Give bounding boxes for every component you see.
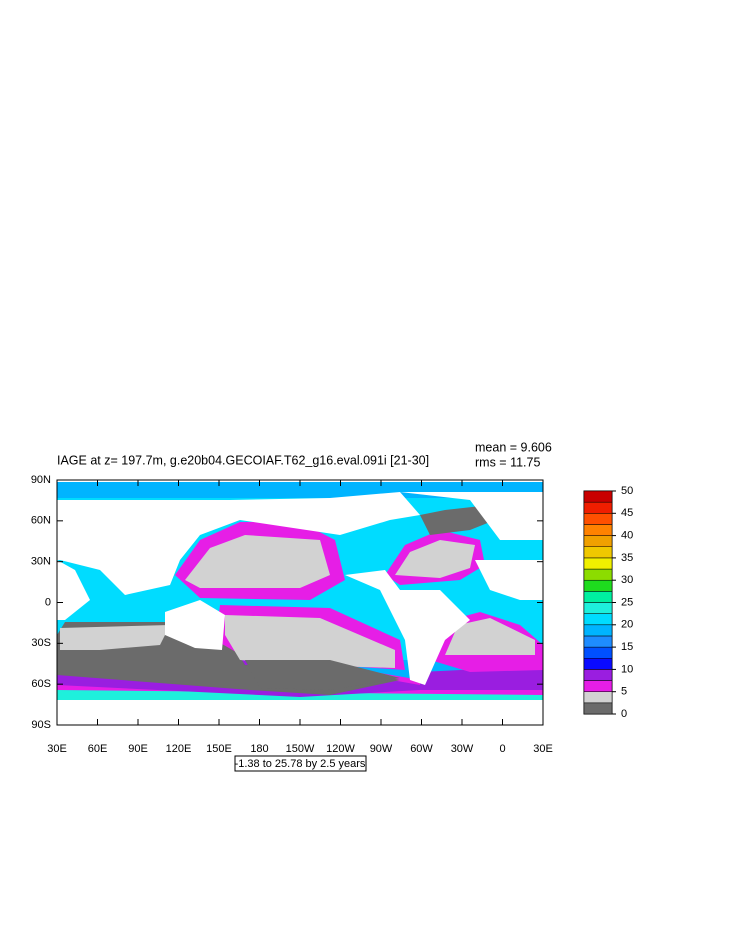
info-box xyxy=(234,755,367,772)
colorbar-box xyxy=(583,513,613,525)
x-tick-label: 60W xyxy=(410,743,433,755)
colorbar-box xyxy=(583,646,613,659)
satl-gyre xyxy=(445,618,535,655)
natl-gyre xyxy=(395,540,475,578)
colorbar-box xyxy=(583,669,613,681)
x-tick-label: 120W xyxy=(326,743,355,755)
colorbar-box xyxy=(583,579,613,592)
npac-gyre xyxy=(185,535,330,588)
colorbar-label: 40 xyxy=(621,530,633,542)
land-europe xyxy=(400,492,543,540)
colorbar-box xyxy=(583,501,613,514)
colorbar-label: 20 xyxy=(621,619,633,631)
colorbar-label: 10 xyxy=(621,663,633,675)
colorbar-box xyxy=(583,702,613,715)
x-tick-label: 60E xyxy=(88,743,108,755)
colorbar-box xyxy=(583,535,613,547)
land-africa-e xyxy=(57,560,90,620)
x-tick-label: 90W xyxy=(370,743,393,755)
colorbar-box xyxy=(583,557,613,570)
x-tick-label: 120E xyxy=(166,743,192,755)
colorbar-label: 5 xyxy=(621,686,627,698)
y-tick-label: 60S xyxy=(31,678,51,690)
colorbar-label: 0 xyxy=(621,708,627,720)
x-tick-label: 30E xyxy=(47,743,67,755)
y-tick-label: 30S xyxy=(31,637,51,649)
y-tick-label: 0 xyxy=(45,596,51,608)
land-africa-n xyxy=(475,560,543,600)
colorbar-box xyxy=(583,490,613,503)
colorbar-box xyxy=(583,691,613,704)
colorbar-box xyxy=(583,524,613,536)
y-tick-label: 30N xyxy=(31,556,51,568)
colorbar-box xyxy=(583,613,613,626)
colorbar-box xyxy=(583,635,613,648)
colorbar-box xyxy=(583,568,613,581)
spac-gyre xyxy=(225,615,395,668)
land-north xyxy=(57,492,420,595)
colorbar-label: 25 xyxy=(621,596,633,608)
colorbar-box xyxy=(583,624,613,637)
y-tick-label: 60N xyxy=(31,515,51,527)
colorbar-box xyxy=(583,680,613,692)
colorbar-box xyxy=(583,658,613,670)
land-americas xyxy=(345,570,470,685)
colorbar-box xyxy=(583,602,613,614)
colorbar-label: 15 xyxy=(621,641,633,653)
x-tick-label: 30E xyxy=(533,743,553,755)
rms-label: rms = 11.75 xyxy=(475,455,540,469)
y-tick-label: 90N xyxy=(31,474,51,486)
map-field xyxy=(57,482,543,725)
chart-title: IAGE at z= 197.7m, g.e20b04.GECOIAF.T62_… xyxy=(57,453,429,467)
x-tick-label: 90E xyxy=(128,743,148,755)
colorbar-label: 50 xyxy=(621,485,633,497)
colorbar-box xyxy=(583,591,613,603)
colorbar-label: 45 xyxy=(621,507,633,519)
indian-gyre xyxy=(60,625,170,650)
spac-deep xyxy=(245,660,400,690)
x-tick-label: 0 xyxy=(499,743,505,755)
colorbar-label: 30 xyxy=(621,574,633,586)
y-tick-label: 90S xyxy=(31,719,51,731)
colorbar-box xyxy=(583,546,613,559)
info-label: -1.38 to 25.78 by 2.5 years xyxy=(235,758,366,770)
x-tick-label: 150E xyxy=(206,743,232,755)
x-tick-label: 150W xyxy=(286,743,315,755)
land-australia xyxy=(165,600,225,650)
x-tick-label: 180 xyxy=(250,743,268,755)
colorbar-label: 35 xyxy=(621,552,633,564)
x-tick-label: 30W xyxy=(451,743,474,755)
mean-label: mean = 9.606 xyxy=(475,440,552,454)
